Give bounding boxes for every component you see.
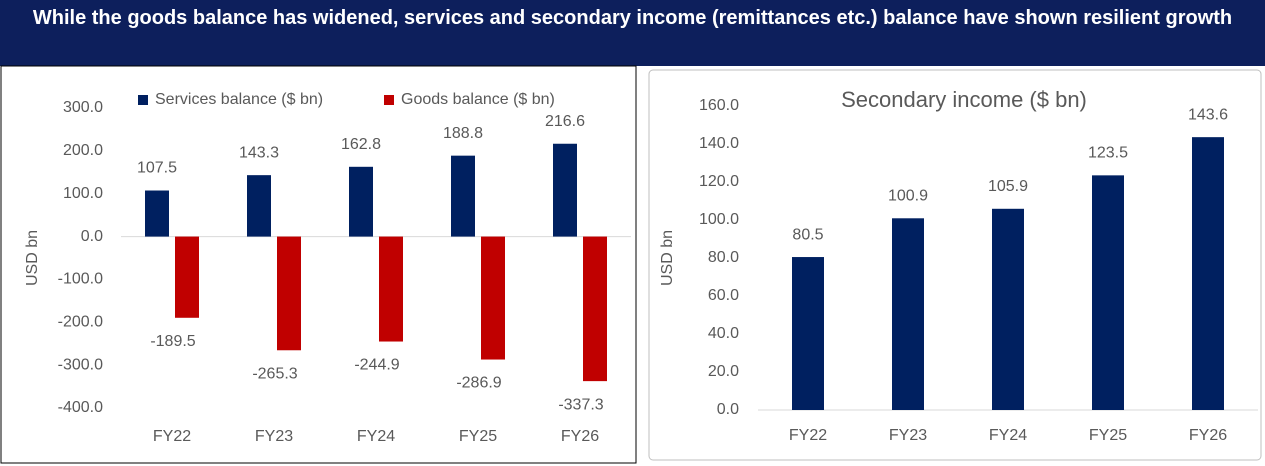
y-tick-label: 40.0 <box>708 325 739 342</box>
data-label: 100.9 <box>888 188 928 205</box>
right-panel <box>648 69 1262 461</box>
y-tick-label: 0.0 <box>717 401 739 418</box>
bar <box>175 236 199 318</box>
x-tick-label: FY25 <box>1089 427 1127 444</box>
y-tick-label: -400.0 <box>58 399 103 416</box>
data-label: -337.3 <box>558 396 603 413</box>
data-label: 123.5 <box>1088 145 1128 162</box>
data-label: -265.3 <box>252 365 297 382</box>
data-label: 107.5 <box>137 160 177 177</box>
x-tick-label: FY26 <box>1189 427 1227 444</box>
y-tick-label: 200.0 <box>63 142 103 159</box>
y-tick-label: -300.0 <box>58 356 103 373</box>
y-tick-label: 140.0 <box>699 135 739 152</box>
bar <box>451 155 475 237</box>
chart-title: Secondary income ($ bn) <box>841 87 1087 112</box>
x-tick-label: FY23 <box>889 427 927 444</box>
x-tick-label: FY24 <box>989 427 1027 444</box>
bar <box>583 236 607 382</box>
bar <box>277 236 301 351</box>
bar <box>349 166 373 237</box>
y-tick-label: -100.0 <box>58 271 103 288</box>
y-tick-label: 80.0 <box>708 249 739 266</box>
bar <box>1192 137 1224 410</box>
bar <box>792 257 824 410</box>
x-tick-label: FY26 <box>561 428 599 445</box>
bar <box>481 236 505 360</box>
bar <box>379 236 403 342</box>
y-tick-label: 20.0 <box>708 363 739 380</box>
y-tick-label: -200.0 <box>58 314 103 331</box>
bar <box>145 190 169 237</box>
legend-swatch <box>384 95 394 105</box>
bar <box>992 208 1024 410</box>
data-label: 143.6 <box>1188 106 1228 123</box>
data-label: -244.9 <box>354 357 399 374</box>
left-panel <box>0 65 637 464</box>
y-tick-label: 100.0 <box>699 211 739 228</box>
header-title: While the goods balance has widened, ser… <box>0 0 1265 66</box>
data-label: 80.5 <box>792 226 823 243</box>
x-tick-label: FY22 <box>153 428 191 445</box>
data-label: 105.9 <box>988 178 1028 195</box>
data-label: 188.8 <box>443 125 483 142</box>
x-tick-label: FY24 <box>357 428 395 445</box>
data-label: 162.8 <box>341 136 381 153</box>
x-tick-label: FY25 <box>459 428 497 445</box>
y-axis-label: USD bn <box>24 230 41 286</box>
y-axis-label: USD bn <box>659 230 676 286</box>
y-tick-label: 100.0 <box>63 185 103 202</box>
y-tick-label: 120.0 <box>699 173 739 190</box>
y-tick-label: 160.0 <box>699 97 739 114</box>
y-tick-label: 0.0 <box>81 228 103 245</box>
legend-label: Services balance ($ bn) <box>155 91 323 108</box>
data-label: 143.3 <box>239 144 279 161</box>
data-label: -286.9 <box>456 375 501 392</box>
x-tick-label: FY23 <box>255 428 293 445</box>
x-tick-label: FY22 <box>789 427 827 444</box>
legend-label: Goods balance ($ bn) <box>401 91 555 108</box>
legend-swatch <box>138 95 148 105</box>
bar <box>892 218 924 410</box>
y-tick-label: 300.0 <box>63 99 103 116</box>
bar <box>553 143 577 237</box>
data-label: 216.6 <box>545 113 585 130</box>
bar <box>1092 175 1124 410</box>
y-tick-label: 60.0 <box>708 287 739 304</box>
bar <box>247 175 271 237</box>
data-label: -189.5 <box>150 333 195 350</box>
